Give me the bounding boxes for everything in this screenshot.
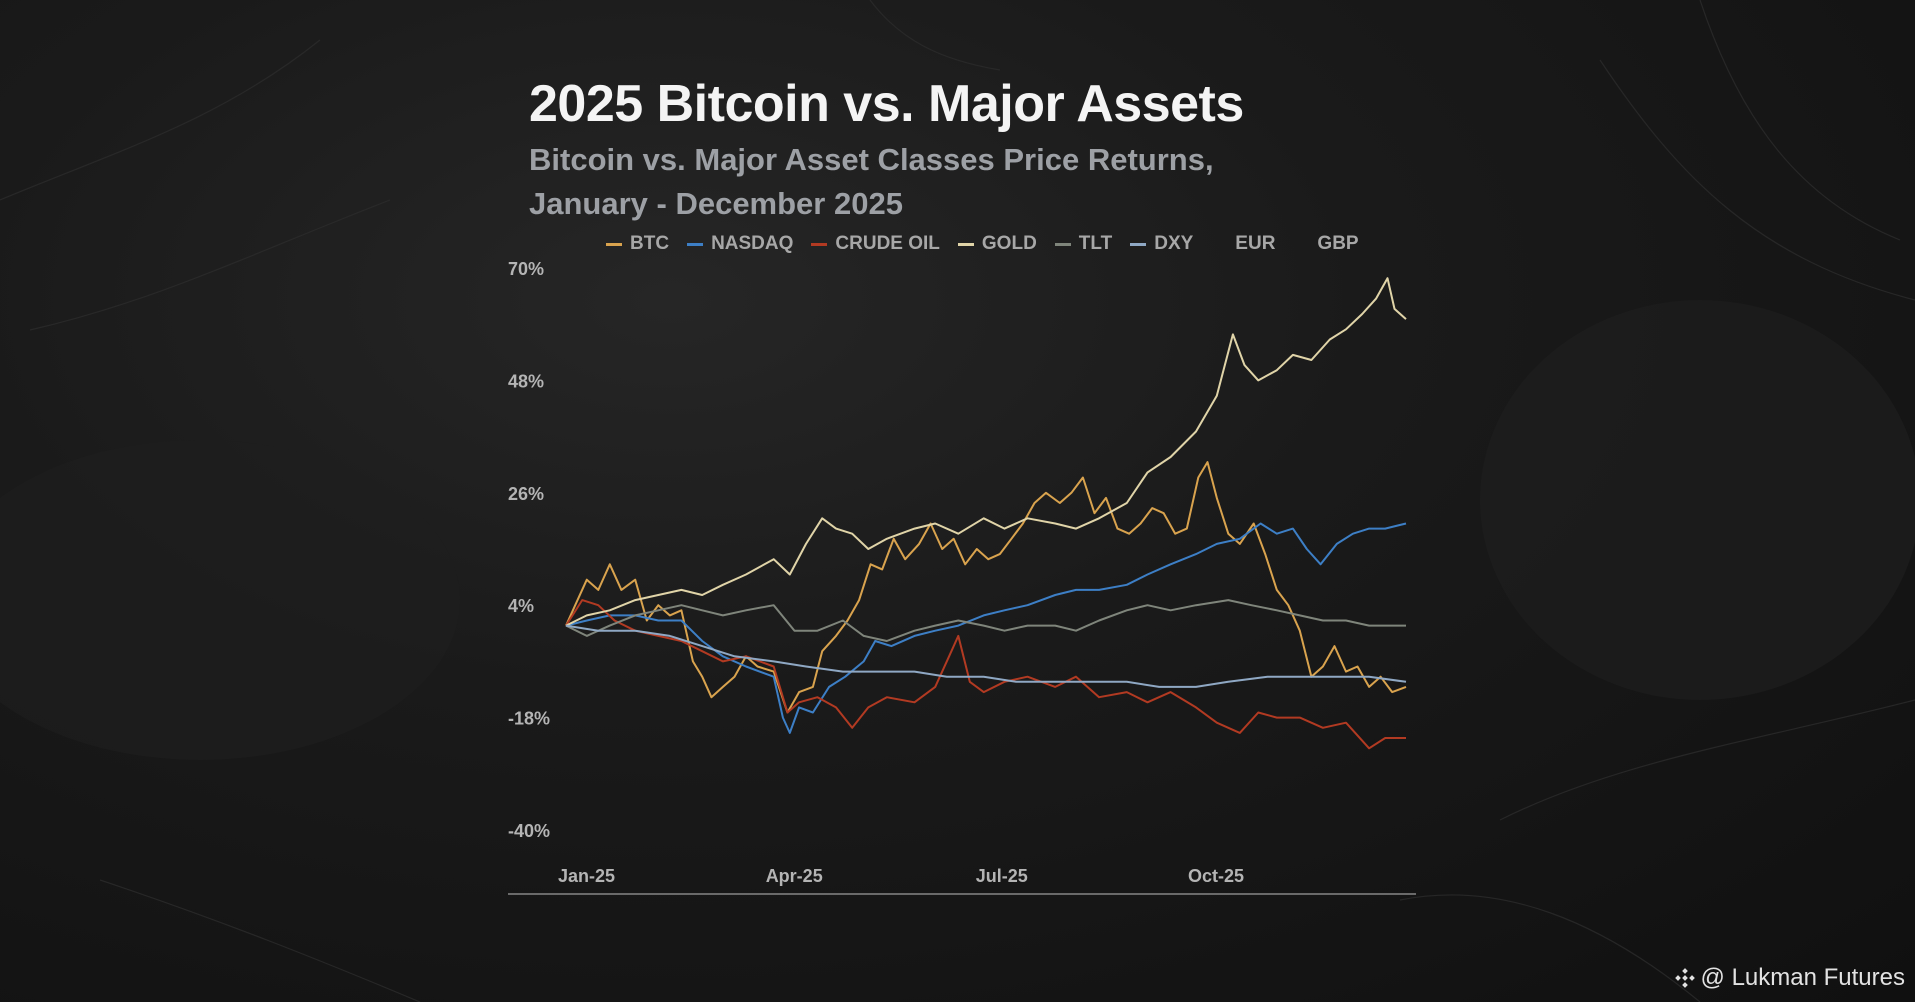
- legend-swatch: [1130, 242, 1147, 246]
- chart-legend: BTC NASDAQ CRUDE OIL GOLD TLT DXY EUR GBP: [606, 232, 1377, 256]
- legend-label: TLT: [1078, 233, 1113, 254]
- series-line-tlt: [565, 599, 1406, 642]
- legend-label: NASDAQ: [711, 233, 794, 254]
- binance-icon: [1674, 968, 1695, 988]
- series-group: [565, 277, 1407, 750]
- y-axis: 70% 48% 26% 4% -18% -40%: [508, 259, 550, 841]
- legend-label: DXY: [1154, 233, 1194, 254]
- x-tick-label: Jul-25: [976, 866, 1028, 886]
- legend-item-tlt: TLT: [1054, 233, 1113, 255]
- chart-title: 2025 Bitcoin vs. Major Assets: [529, 75, 1244, 133]
- subtitle-line-1: Bitcoin vs. Major Asset Classes Price Re…: [529, 142, 1214, 177]
- x-axis: Jan-25 Apr-25 Jul-25 Oct-25: [508, 866, 1416, 895]
- legend-swatch: [811, 242, 828, 246]
- subtitle-line-2: January - December 2025: [529, 186, 903, 221]
- series-line-gold: [565, 277, 1407, 627]
- legend-swatch: [606, 242, 622, 246]
- y-tick-label: 26%: [508, 484, 544, 504]
- legend-label: GOLD: [981, 233, 1037, 254]
- legend-label: BTC: [630, 233, 670, 254]
- legend-swatch: [957, 242, 974, 246]
- legend-label: CRUDE OIL: [835, 233, 940, 254]
- y-tick-label: -18%: [508, 709, 550, 729]
- watermark: @ Lukman Futures: [1674, 964, 1905, 992]
- x-tick-label: Oct-25: [1188, 866, 1244, 886]
- series-line-dxy: [565, 624, 1407, 688]
- legend-item-eur: EUR: [1211, 233, 1275, 255]
- legend-item-gbp: GBP: [1293, 233, 1358, 255]
- series-line-btc: [565, 461, 1407, 714]
- watermark-text: @ Lukman Futures: [1700, 964, 1905, 991]
- legend-swatch: [1054, 242, 1071, 246]
- legend-item-crude-oil: CRUDE OIL: [811, 233, 940, 255]
- x-tick-label: Jan-25: [558, 866, 615, 886]
- y-tick-label: 48%: [508, 371, 544, 391]
- legend-swatch: [687, 242, 704, 246]
- x-tick-label: Apr-25: [766, 866, 823, 886]
- legend-item-nasdaq: NASDAQ: [687, 233, 793, 255]
- legend-label: GBP: [1317, 233, 1359, 254]
- chart-subtitle: Bitcoin vs. Major Asset Classes Price Re…: [529, 138, 1214, 226]
- y-tick-label: 4%: [508, 596, 534, 616]
- legend-item-gold: GOLD: [957, 233, 1037, 255]
- legend-label: EUR: [1235, 233, 1276, 254]
- y-tick-label: 70%: [508, 259, 544, 279]
- series-line-nasdaq: [565, 522, 1407, 734]
- legend-item-dxy: DXY: [1130, 233, 1193, 255]
- y-tick-label: -40%: [508, 821, 550, 841]
- series-line-crude-oil: [565, 599, 1406, 750]
- legend-item-btc: BTC: [606, 233, 669, 255]
